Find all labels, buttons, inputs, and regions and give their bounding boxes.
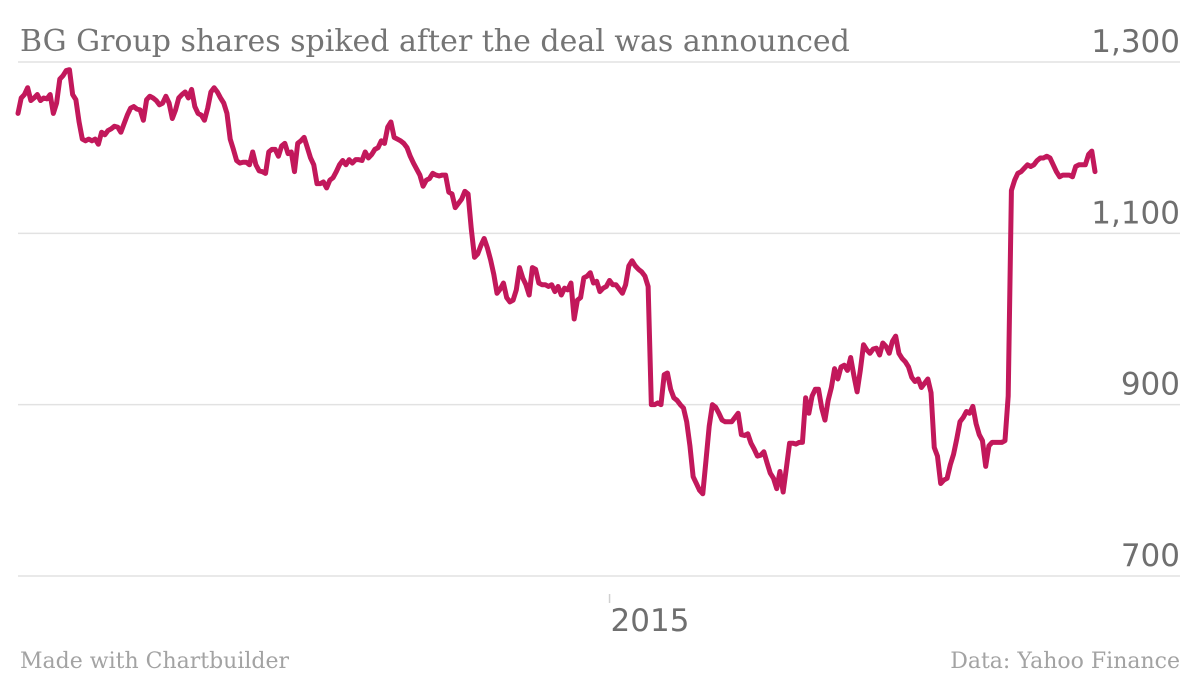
y-tick-label-1100: 1,100 (1091, 195, 1180, 231)
axes: 700 900 1,100 1,300 2015 (608, 24, 1180, 639)
y-tick-label-900: 900 (1121, 367, 1180, 403)
gridlines (18, 61, 1180, 577)
source-label: Data: Yahoo Finance (950, 649, 1180, 674)
series-line-bg-group-share-price (15, 67, 1098, 497)
series-layer (15, 67, 1098, 497)
y-tick-label-1300: 1,300 (1091, 24, 1180, 60)
y-tick-label-700: 700 (1121, 538, 1180, 574)
x-tick-label-2015: 2015 (611, 603, 690, 639)
chart-title: BG Group shares spiked after the deal wa… (20, 24, 850, 59)
credit-label: Made with Chartbuilder (20, 649, 290, 674)
